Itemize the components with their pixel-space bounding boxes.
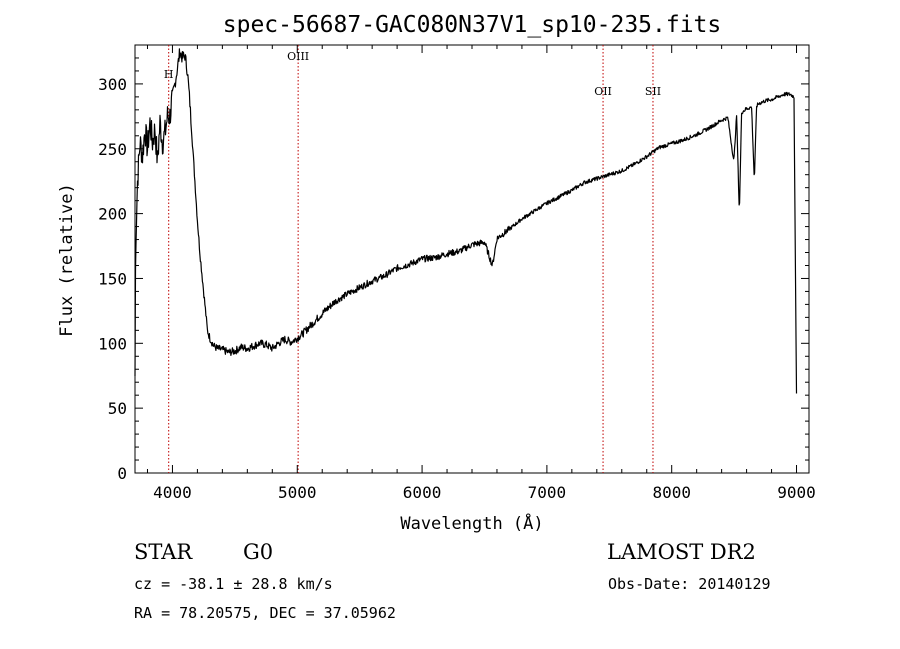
x-axis-label: Wavelength (Å) xyxy=(400,512,543,534)
emission-line-markers: H OIII OII SII xyxy=(164,45,661,473)
coordinates: RA = 78.20575, DEC = 37.05962 xyxy=(134,604,396,622)
x-tick-label: 6000 xyxy=(403,483,442,502)
line-marker-label: H xyxy=(164,68,174,81)
x-tick-label: 4000 xyxy=(153,483,192,502)
spectrum-line xyxy=(134,48,798,394)
y-tick-label: 250 xyxy=(98,140,127,159)
x-tick-label: 9000 xyxy=(777,483,816,502)
y-axis-ticks: 0 50 100 150 200 250 300 xyxy=(98,57,809,483)
observation-date: Obs-Date: 20140129 xyxy=(608,575,771,593)
line-marker-label: OII xyxy=(594,85,612,98)
line-marker-label: OIII xyxy=(287,50,309,63)
object-subclass: G0 xyxy=(243,540,273,564)
plot-area: H OIII OII SII 4000 5000 6000 7000 8000 9000 0 50… xyxy=(98,44,816,502)
y-axis-label: Flux (relative) xyxy=(57,183,77,337)
x-tick-label: 5000 xyxy=(278,483,317,502)
x-axis-ticks: 4000 5000 6000 7000 8000 9000 xyxy=(146,45,816,502)
y-tick-label: 50 xyxy=(108,399,127,418)
survey-name: LAMOST DR2 xyxy=(607,540,756,564)
x-tick-label: 8000 xyxy=(652,483,691,502)
y-tick-label: 0 xyxy=(117,464,127,483)
redshift-velocity: cz = -38.1 ± 28.8 km/s xyxy=(134,575,333,593)
line-marker-label: SII xyxy=(645,85,661,98)
y-tick-label: 150 xyxy=(98,269,127,288)
x-tick-label: 7000 xyxy=(528,483,567,502)
y-tick-label: 200 xyxy=(98,205,127,224)
y-tick-label: 300 xyxy=(98,75,127,94)
plot-frame xyxy=(134,44,810,474)
chart-title: spec-56687-GAC080N37V1_sp10-235.fits xyxy=(223,12,722,38)
object-class: STAR xyxy=(134,540,193,564)
info-footer: STAR G0 LAMOST DR2 cz = -38.1 ± 28.8 km/… xyxy=(134,540,771,622)
y-tick-label: 100 xyxy=(98,334,127,353)
